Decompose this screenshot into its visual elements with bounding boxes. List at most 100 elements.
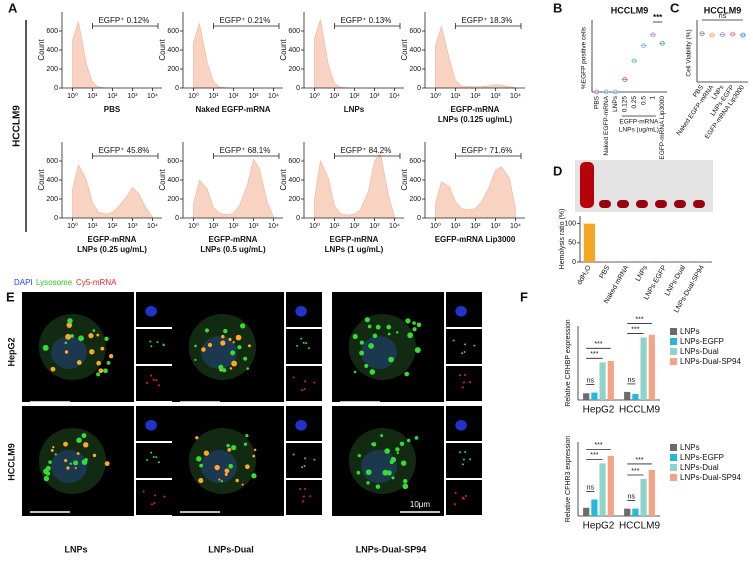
vesicle: [149, 340, 152, 343]
vesicle: [154, 494, 157, 497]
vesicle: [229, 367, 233, 370]
y-axis-label: Cell Viability (%): [686, 29, 693, 76]
vesicle: [146, 458, 149, 461]
legend-swatch: [670, 358, 677, 365]
vesicle: [303, 387, 306, 390]
significance: ***: [594, 341, 602, 348]
vesicle: [243, 442, 248, 446]
cell: [38, 314, 106, 380]
legend-swatch: [670, 464, 677, 471]
sample-label: EGFP-mRNA: [88, 235, 137, 244]
vesicle: [201, 347, 206, 352]
x-tick-label: 10⁰: [188, 92, 199, 100]
tube: [674, 200, 686, 208]
vesicle: [203, 450, 210, 456]
stain-label: DAPI: [14, 278, 33, 287]
vesicle: [207, 342, 213, 348]
vesicle: [380, 434, 384, 438]
y-axis-label: Count: [158, 39, 167, 61]
y-tick-label: 400: [409, 177, 421, 184]
vesicle: [461, 386, 464, 389]
y-tick-label: 200: [167, 66, 179, 73]
vesicle: [235, 478, 239, 483]
vesicle: [150, 451, 153, 454]
vesicle: [352, 334, 358, 340]
vesicle: [92, 329, 96, 332]
vesicle: [464, 374, 467, 377]
vesicle: [353, 370, 357, 374]
significance: ns: [628, 377, 636, 384]
x-tick-label: 10²: [470, 93, 481, 100]
y-tick-label: 600: [288, 28, 300, 35]
vesicle: [194, 344, 197, 348]
x-tick-label: 10²: [228, 223, 239, 230]
vesicle: [382, 469, 389, 476]
vesicle: [307, 347, 310, 350]
cell: [188, 428, 256, 494]
vesicle: [231, 360, 238, 367]
vesicle: [108, 354, 114, 359]
sample-label: LNPs: [344, 105, 365, 114]
microscopy: [22, 292, 482, 516]
vesicle: [252, 454, 256, 458]
significance: ***: [631, 326, 639, 333]
vesicle: [454, 492, 457, 495]
vesicle: [304, 488, 307, 491]
vesicle: [98, 368, 104, 374]
vesicle: [292, 453, 295, 456]
bar: [583, 393, 590, 400]
significance: ***: [653, 13, 663, 22]
x-tick-label: 10³: [127, 223, 138, 230]
group-label: LNPs (ug/mL): [619, 127, 659, 134]
x-tick-label: HepG2: [583, 405, 615, 416]
y-axis-label: Count: [37, 39, 46, 61]
vesicle: [156, 341, 159, 344]
vesicle: [81, 459, 88, 465]
vesicle: [399, 441, 405, 446]
significance: ns: [628, 493, 636, 500]
bar: [648, 334, 655, 400]
vesicle: [228, 337, 232, 342]
vesicle: [150, 345, 153, 348]
vesicle: [245, 434, 249, 438]
vesicle: [407, 332, 413, 339]
y-tick-label: 600: [288, 158, 300, 165]
gate-label: EGFP⁺ 0.21%: [219, 16, 270, 25]
x-tick-label: 10³: [369, 223, 380, 230]
sample-label: LNPs (0.125 ug/mL): [438, 115, 513, 124]
vesicle: [303, 464, 306, 467]
vesicle: [96, 333, 100, 337]
significance: ***: [590, 351, 598, 358]
x-tick-label: 10²: [470, 223, 481, 230]
image-tile: [446, 480, 482, 515]
bar: [591, 499, 598, 516]
vesicle: [301, 500, 304, 503]
x-tick-label: Naked EGFP-mRNA: [603, 95, 610, 155]
nucleus: [455, 420, 467, 431]
y-tick-label: 600: [409, 28, 421, 35]
vesicle: [231, 445, 237, 451]
x-tick-label: 10³: [127, 93, 138, 100]
x-tick-label: 10²: [107, 93, 118, 100]
x-tick-label: 10⁴: [389, 223, 400, 230]
gate-label: EGFP⁺ 45.8%: [98, 146, 149, 155]
x-tick-label: EGFP-mRNA Lip3000: [659, 96, 666, 160]
y-tick-label: 200: [46, 196, 58, 203]
nucleus: [295, 306, 307, 317]
vesicle: [402, 483, 409, 490]
vesicle: [251, 473, 257, 479]
y-tick-label: 0: [296, 215, 300, 222]
vesicle: [74, 466, 77, 470]
vesicle: [473, 344, 476, 347]
legend-label: LNPs-EGFP: [680, 453, 724, 462]
vesicle: [106, 361, 111, 365]
vesicle: [223, 328, 228, 334]
significance: ***: [635, 457, 643, 464]
vesicle: [459, 451, 462, 454]
vesicle: [66, 466, 70, 470]
vesicle: [414, 436, 419, 440]
vesicle: [220, 340, 226, 346]
dot: [699, 31, 705, 37]
x-tick-label: LNPs: [635, 264, 650, 283]
